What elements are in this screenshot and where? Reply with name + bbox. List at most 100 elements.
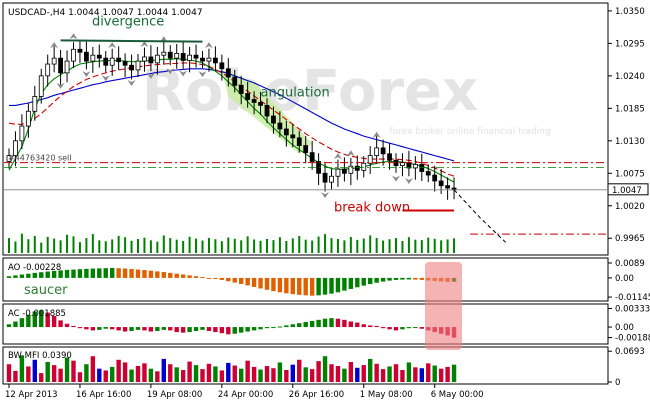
ac-bar xyxy=(213,327,218,333)
bwmfi-bar xyxy=(258,369,263,382)
candle xyxy=(109,48,115,76)
candle xyxy=(116,46,122,70)
candle-body xyxy=(341,168,347,174)
candle xyxy=(341,157,347,182)
ao-bar xyxy=(380,277,386,282)
candle-body xyxy=(206,57,212,62)
ac-bar xyxy=(361,324,366,328)
ao-bar xyxy=(174,273,179,278)
ao-bar xyxy=(39,272,44,278)
ao-bar xyxy=(193,276,199,278)
ao-bar xyxy=(77,269,83,278)
ac-bar xyxy=(368,325,373,328)
candle-body xyxy=(96,54,102,59)
ac-bar xyxy=(19,318,25,328)
bwmfi-bar xyxy=(168,364,173,382)
candle xyxy=(32,85,38,121)
bwmfi-bar xyxy=(180,370,186,382)
ao-bar xyxy=(97,268,102,278)
ac-bar xyxy=(387,327,392,330)
bwmfi-bar xyxy=(71,360,76,382)
ao-ticks: 0.0089 0.00 -0.01145 xyxy=(608,259,650,303)
ac-bar xyxy=(180,327,186,333)
candle xyxy=(309,140,315,170)
divergence-annotation: divergence xyxy=(92,15,164,30)
candle-body xyxy=(193,54,199,59)
ao-bar xyxy=(419,277,424,280)
candle xyxy=(122,53,128,78)
bwmfi-bar xyxy=(122,362,128,382)
candle xyxy=(25,103,31,138)
bwmfi-histogram xyxy=(6,355,457,382)
bwmfi-label: BW MFI 0.0390 xyxy=(8,351,72,361)
ac-bar xyxy=(406,327,412,329)
ao-bar xyxy=(245,277,250,286)
bwmfi-bar xyxy=(97,368,102,382)
fractal-up-marker xyxy=(69,33,78,40)
ac-bar xyxy=(206,327,212,331)
bwmfi-bar xyxy=(84,364,89,382)
candle-body xyxy=(200,57,205,62)
ac-bar xyxy=(342,319,347,328)
ac-bar xyxy=(419,327,424,329)
fractal-down-marker xyxy=(82,71,91,78)
ac-bar xyxy=(374,325,379,328)
ao-bar xyxy=(51,270,57,278)
ac-bar xyxy=(309,320,315,328)
ac-bar xyxy=(316,319,321,328)
candle-body xyxy=(154,54,160,64)
bwmfi-bar xyxy=(432,365,437,382)
ac-bar xyxy=(258,327,263,330)
candle xyxy=(154,46,160,75)
candle xyxy=(58,49,63,85)
candle-body xyxy=(142,56,147,62)
candle xyxy=(400,153,405,177)
ao-bar xyxy=(406,277,412,280)
fractal-down-marker xyxy=(166,68,175,75)
ao-bar xyxy=(200,277,205,279)
ao-bar xyxy=(26,273,31,278)
time-tick-label: 1 May 08:00 xyxy=(360,390,413,400)
candle-body xyxy=(387,153,392,161)
ac-bar xyxy=(161,327,166,330)
ac-bar xyxy=(110,327,115,330)
chart-title: USDCAD-,H4 1.0044 1.0047 1.0044 1.0047 xyxy=(8,8,203,18)
fractal-down-marker xyxy=(56,82,65,89)
bwmfi-bar xyxy=(374,363,379,382)
bwmfi-bar xyxy=(303,367,308,382)
bwmfi-bar xyxy=(297,359,302,382)
bwmfi-bar xyxy=(239,368,244,382)
bwmfi-bar xyxy=(226,362,231,382)
ao-bar xyxy=(180,274,186,278)
bwmfi-bar xyxy=(232,365,237,382)
candle-body xyxy=(174,53,180,59)
ac-bar xyxy=(329,318,334,328)
main-panel-frame xyxy=(2,2,609,256)
ao-bar xyxy=(258,277,263,289)
ac-bar xyxy=(239,327,244,333)
candle xyxy=(167,45,173,66)
ac-bar xyxy=(219,327,225,334)
price-tick-label: 1.0185 xyxy=(615,104,645,114)
candle xyxy=(367,146,373,174)
ao-bar xyxy=(116,268,121,278)
candle xyxy=(335,159,341,187)
bwmfi-bar xyxy=(245,360,250,382)
fractal-up-marker xyxy=(50,42,59,49)
candle-body xyxy=(212,57,218,64)
candle xyxy=(187,46,193,73)
angulation-annotation: angulation xyxy=(261,86,330,101)
ac-bar xyxy=(116,327,121,331)
bwmfi-bar xyxy=(110,366,115,382)
candle-body xyxy=(32,96,38,112)
tick-label: 0.003334 xyxy=(615,304,650,314)
candle xyxy=(90,46,96,73)
candle xyxy=(238,75,244,105)
candle xyxy=(296,130,302,153)
candle-body xyxy=(45,63,51,77)
fractal-up-marker xyxy=(346,150,355,157)
fractal-up-marker xyxy=(333,153,342,160)
ao-bar xyxy=(161,272,166,278)
candle xyxy=(432,165,438,192)
watermark-text: RoboForex xyxy=(142,59,478,124)
